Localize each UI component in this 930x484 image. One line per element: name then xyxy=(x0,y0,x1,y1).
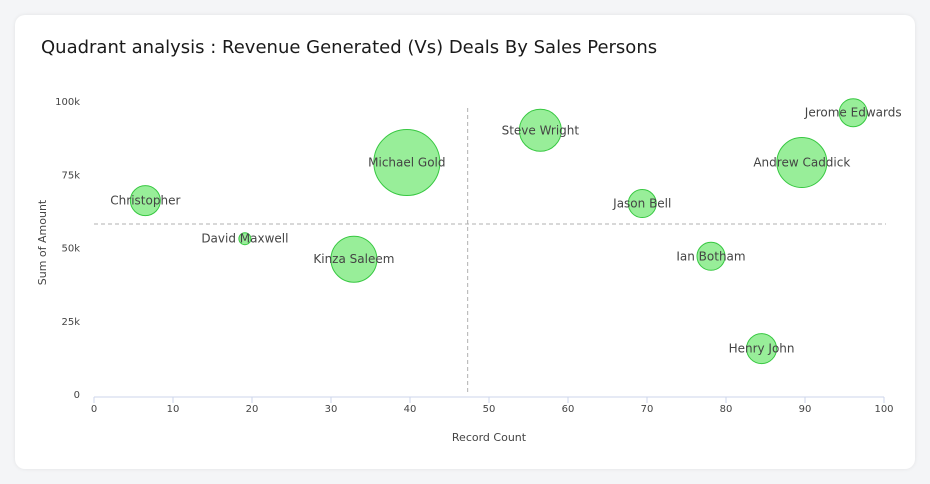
bubble-label: Henry John xyxy=(729,342,795,356)
x-axis-title: Record Count xyxy=(452,431,527,444)
x-tick-label: 0 xyxy=(91,404,97,415)
x-tick-label: 10 xyxy=(167,404,180,415)
bubble xyxy=(518,108,562,152)
x-tick-label: 100 xyxy=(874,404,893,415)
bubble xyxy=(838,98,868,128)
y-tick-label: 50k xyxy=(61,244,80,255)
x-tick-label: 60 xyxy=(562,404,575,415)
bubble-label: Christopher xyxy=(110,194,180,208)
bubble xyxy=(238,232,252,246)
bubble-label: Ian Botham xyxy=(676,249,745,263)
x-tick-label: 30 xyxy=(325,404,338,415)
y-tick-label: 25k xyxy=(61,317,80,328)
bubble-label: David Maxwell xyxy=(201,232,288,246)
x-tick-label: 20 xyxy=(246,404,259,415)
y-axis-title: Sum of Amount xyxy=(36,199,49,285)
x-tick-label: 70 xyxy=(641,404,654,415)
bubble xyxy=(627,189,657,219)
bubble-label: Jason Bell xyxy=(612,197,671,211)
x-tick-label: 40 xyxy=(404,404,417,415)
bubble-label: Michael Gold xyxy=(368,156,445,170)
bubble xyxy=(373,129,441,197)
y-tick-label: 75k xyxy=(61,170,80,181)
bubble xyxy=(776,137,828,189)
bubble xyxy=(696,241,726,271)
bubble xyxy=(330,235,378,283)
chart-card: Quadrant analysis : Revenue Generated (V… xyxy=(15,15,915,469)
bubble-label: Kinza Saleem xyxy=(313,252,394,266)
bubble xyxy=(129,185,161,217)
bubble-label: Andrew Caddick xyxy=(753,156,850,170)
x-tick-label: 50 xyxy=(483,404,496,415)
x-tick-label: 90 xyxy=(799,404,812,415)
y-tick-label: 0 xyxy=(74,390,80,401)
y-tick-label: 100k xyxy=(55,97,80,108)
bubble xyxy=(746,333,778,365)
chart-title: Quadrant analysis : Revenue Generated (V… xyxy=(41,37,658,58)
x-tick-label: 80 xyxy=(720,404,733,415)
bubble-label: Jerome Edwards xyxy=(804,106,902,120)
bubble-label: Steve Wright xyxy=(502,123,580,137)
